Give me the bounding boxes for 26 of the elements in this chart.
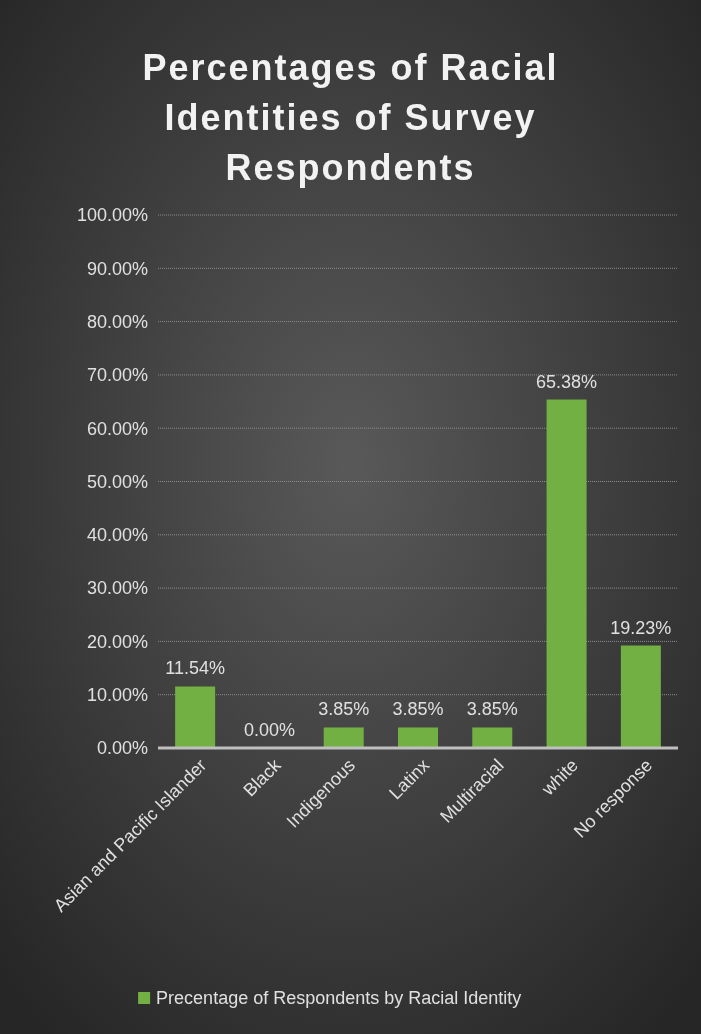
legend-label: Precentage of Respondents by Racial Identity (156, 988, 522, 1009)
y-tick-label: 40.00% (86, 525, 148, 546)
bar (620, 645, 661, 748)
bar (323, 727, 364, 748)
y-tick-label: 80.00% (86, 311, 148, 332)
data-label: 3.85% (318, 699, 370, 720)
bar (546, 399, 587, 748)
data-label: 0.00% (243, 720, 295, 740)
data-label: 3.85% (466, 699, 518, 720)
y-tick-label: 100.00% (76, 205, 148, 226)
chart-title: Percentages of Racial Identities of Survey Respondents (142, 47, 559, 188)
bar (472, 727, 513, 748)
data-label: 3.85% (392, 699, 444, 720)
y-tick-label: 50.00% (86, 471, 148, 492)
data-label: 65.38% (536, 371, 598, 392)
data-label: 11.54% (165, 658, 225, 679)
bar (398, 727, 438, 748)
y-tick-label: 20.00% (86, 631, 148, 652)
y-tick-label: 10.00% (86, 685, 148, 705)
y-tick-label: 60.00% (86, 418, 148, 439)
y-tick-label: 90.00% (86, 258, 148, 279)
y-tick-label: 70.00% (86, 365, 148, 386)
data-label: 19.23% (610, 617, 672, 638)
y-tick-label: 30.00% (86, 578, 148, 599)
bar (175, 686, 216, 748)
y-tick-label: 0.00% (96, 738, 148, 759)
